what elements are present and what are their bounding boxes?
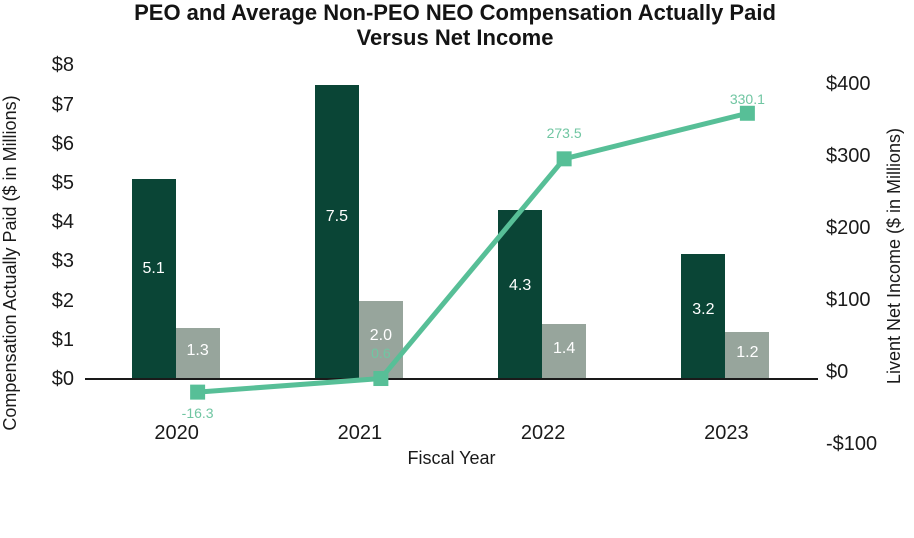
left-axis-tick: $1	[51, 328, 74, 351]
left-axis-tick: $7	[51, 93, 74, 116]
right-axis-tick: $0	[826, 361, 849, 383]
left-axis-tick: $0	[51, 368, 74, 390]
right-axis-tick: $100	[826, 289, 871, 311]
left-axis-tick: $6	[51, 132, 74, 155]
net-income-marker	[190, 384, 206, 400]
left-axis-tick: $3	[51, 250, 74, 273]
left-axis-tick: $5	[51, 172, 74, 194]
x-axis-label: 2023	[704, 422, 749, 444]
peo-bar-value-label: 5.1	[142, 260, 165, 278]
left-axis-tick: $4	[51, 211, 74, 234]
x-axis-label: 2022	[520, 422, 566, 444]
x-axis-title: Fiscal Year	[407, 448, 496, 468]
x-axis-label: 2021	[337, 422, 383, 444]
x-axis-label: 2020	[154, 422, 199, 444]
left-axis-title: Compensation Actually Paid ($ in Million…	[0, 95, 20, 431]
net-income-line	[197, 110, 748, 395]
peo-bar-value-label: 3.2	[692, 301, 715, 318]
net-income-marker	[739, 105, 755, 121]
peo-bar	[314, 85, 359, 379]
peo-bar-value-label: 7.5	[325, 208, 348, 226]
chart-title-line2: Versus Net Income	[356, 25, 554, 50]
right-axis-tick: $200	[826, 217, 871, 239]
chart-title: PEO and Average Non-PEO NEO Compensation…	[60, 0, 850, 50]
left-axis-tick: $2	[51, 289, 74, 312]
net-income-value-label: -16.3	[181, 405, 214, 422]
peo-bar-value-label: 4.3	[509, 277, 532, 295]
legend: PEO Compensation Actually Paid Average N…	[0, 480, 914, 538]
peo-bar	[131, 179, 176, 379]
right-axis-tick: $300	[826, 145, 871, 167]
net-income-marker	[556, 151, 572, 167]
net-income-value-label: 330.1	[729, 91, 765, 108]
left-axis-tick: $8	[51, 54, 74, 77]
net-income-value-label: 0.6	[371, 344, 391, 361]
right-axis-tick: $400	[826, 73, 871, 95]
net-income-value-label: 273.5	[546, 124, 582, 141]
neo-bar-value-label: 2.0	[369, 326, 392, 344]
neo-bar-value-label: 1.4	[553, 339, 576, 357]
neo-bar-value-label: 1.3	[186, 341, 209, 359]
chart-title-line1: PEO and Average Non-PEO NEO Compensation…	[134, 0, 776, 25]
right-axis-tick: -$100	[826, 433, 878, 455]
x-axis-line	[85, 378, 818, 380]
neo-bar-value-label: 1.2	[736, 344, 759, 362]
